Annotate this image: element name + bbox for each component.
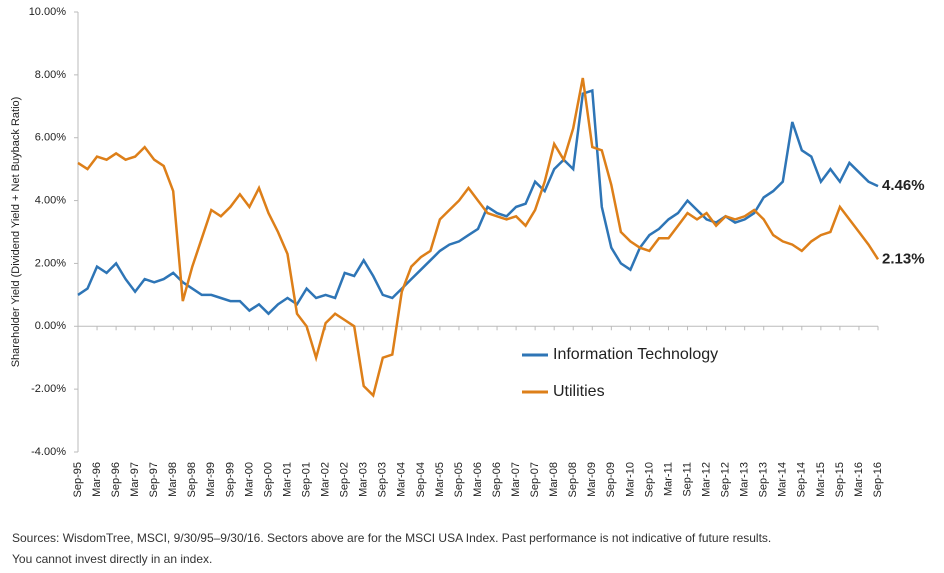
x-tick-label: Mar-99 [205,462,217,497]
y-tick-label: 10.00% [29,6,67,18]
x-tick-label: Sep-02 [339,462,351,497]
end-label: 4.46% [882,177,925,194]
x-tick-label: Mar-00 [243,462,255,497]
x-tick-label: Sep-04 [415,462,427,497]
x-tick-label: Mar-04 [396,462,408,497]
x-tick-label: Mar-05 [434,462,446,497]
y-axis-label: Shareholder Yield (Dividend Yield + Net … [10,97,22,368]
y-tick-label: 4.00% [35,194,66,206]
series-line [77,77,880,398]
legend-label: Information Technology [553,346,718,363]
x-tick-label: Sep-99 [224,462,236,497]
x-tick-label: Mar-96 [91,462,103,497]
x-tick-label: Mar-10 [624,462,636,497]
x-tick-label: Mar-15 [815,462,827,497]
x-tick-label: Sep-05 [453,462,465,497]
x-tick-label: Mar-07 [510,462,522,497]
series-line [77,88,879,316]
x-tick-label: Sep-08 [567,462,579,497]
x-tick-label: Sep-06 [491,462,503,497]
y-tick-label: -2.00% [31,383,66,395]
y-tick-label: -4.00% [31,446,66,458]
x-tick-label: Mar-14 [777,462,789,497]
x-tick-label: Sep-13 [758,462,770,497]
x-tick-label: Mar-12 [700,462,712,497]
x-tick-label: Sep-03 [377,462,389,497]
x-tick-label: Sep-96 [110,462,122,497]
y-tick-label: 6.00% [35,132,66,144]
x-tick-label: Mar-98 [167,462,179,497]
legend-label: Utilities [553,383,605,400]
source-note: You cannot invest directly in an index. [12,552,213,566]
x-tick-label: Mar-01 [281,462,293,497]
x-tick-label: Sep-16 [872,462,884,497]
x-tick-label: Sep-12 [720,462,732,497]
x-tick-label: Sep-95 [72,462,84,497]
x-tick-label: Sep-97 [148,462,160,497]
y-tick-label: 0.00% [35,320,66,332]
x-tick-label: Sep-10 [643,462,655,497]
chart: Shareholder Yield (Dividend Yield + Net … [10,6,925,498]
source-note: Sources: WisdomTree, MSCI, 9/30/95–9/30/… [12,531,772,545]
x-tick-label: Sep-09 [605,462,617,497]
x-tick-label: Mar-06 [472,462,484,497]
x-tick-label: Sep-01 [300,462,312,497]
x-tick-label: Sep-11 [681,462,693,497]
x-tick-label: Mar-09 [586,462,598,497]
x-tick-label: Sep-98 [186,462,198,497]
x-tick-label: Sep-00 [262,462,274,497]
y-tick-label: 8.00% [35,69,66,81]
x-tick-label: Mar-03 [358,462,370,497]
y-tick-label: 2.00% [35,257,66,269]
x-tick-label: Mar-97 [129,462,141,497]
x-tick-label: Sep-14 [796,462,808,497]
x-tick-label: Mar-08 [548,462,560,497]
x-tick-label: Mar-02 [320,462,332,497]
end-label: 2.13% [882,250,925,267]
x-tick-label: Mar-11 [662,462,674,496]
x-tick-label: Sep-07 [529,462,541,497]
x-tick-label: Sep-15 [834,462,846,497]
x-tick-label: Mar-16 [853,462,865,497]
x-tick-label: Mar-13 [739,462,751,497]
